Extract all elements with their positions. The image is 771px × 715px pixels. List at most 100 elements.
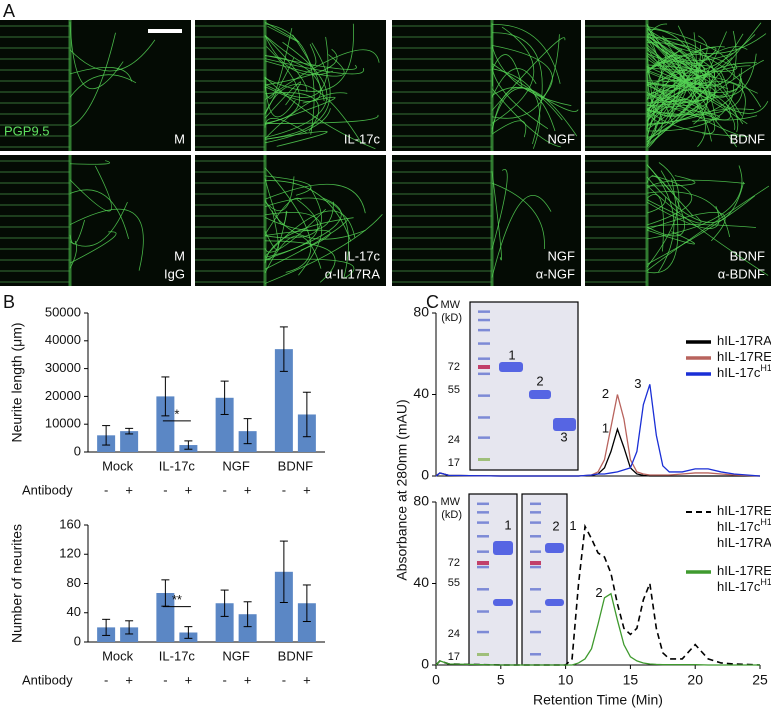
protein-band xyxy=(493,541,513,555)
gel xyxy=(521,493,568,666)
neurite xyxy=(646,23,668,38)
ladder-band xyxy=(530,588,541,591)
tile-label: BDNF xyxy=(730,248,765,263)
micrograph xyxy=(585,155,771,286)
ladder-band xyxy=(477,502,489,506)
neurite xyxy=(264,210,356,257)
neurite xyxy=(264,218,349,270)
neurite xyxy=(646,185,770,272)
antibody-sign: - xyxy=(163,482,167,497)
neurite xyxy=(646,165,743,240)
panel-label: C xyxy=(426,292,439,312)
legend-name: hIL-17RA xyxy=(717,333,771,348)
neurite xyxy=(69,231,117,264)
neurite xyxy=(264,175,312,196)
legend-name: hIL-17c xyxy=(717,365,761,380)
y-tick-label: 160 xyxy=(59,516,81,531)
ladder-band xyxy=(530,630,541,634)
x-tick-label: 5 xyxy=(497,672,505,688)
neurite xyxy=(264,199,319,258)
peak-label: 2 xyxy=(595,585,602,600)
antibody-sign: + xyxy=(244,672,252,687)
ladder-band xyxy=(478,416,490,419)
bar xyxy=(120,431,139,452)
ladder-band xyxy=(477,610,489,613)
y-tick-label: 0 xyxy=(74,443,81,458)
neurite xyxy=(69,189,129,239)
ladder-band xyxy=(478,310,490,313)
y-tick-label: 40 xyxy=(67,604,81,619)
neurite xyxy=(646,176,745,223)
peak-label: 1 xyxy=(569,518,576,533)
ladder-band xyxy=(477,588,489,591)
neurite xyxy=(646,197,666,214)
x-tick-label: 25 xyxy=(752,672,768,688)
y-tick-label: 20000 xyxy=(45,388,81,403)
ladder-band xyxy=(530,550,541,553)
neurite xyxy=(491,54,523,86)
neurite xyxy=(69,165,112,212)
legend-label: hIL-17cH19-V197 xyxy=(717,517,771,534)
neurite xyxy=(264,217,354,264)
neurite xyxy=(646,224,757,228)
antibody-sign: - xyxy=(104,482,108,497)
mw-label: MW xyxy=(440,299,460,311)
x-tick-label: 10 xyxy=(558,672,574,688)
neurite xyxy=(646,26,735,80)
ladder-band xyxy=(530,565,541,569)
chromatogram-line xyxy=(435,384,761,477)
mw-unit: (kD) xyxy=(441,509,462,521)
tile-label: α-IL17RA xyxy=(325,266,381,281)
neurite xyxy=(264,240,336,283)
neurite xyxy=(264,34,321,102)
antibody-sign: - xyxy=(222,482,226,497)
bar xyxy=(215,603,234,642)
panel-label: A xyxy=(3,1,15,21)
neurite xyxy=(264,197,342,261)
neurite xyxy=(491,68,537,98)
mw-marker-label: 24 xyxy=(448,434,460,446)
significance-label: ** xyxy=(172,592,182,607)
y-tick-label: 40 xyxy=(413,385,429,401)
tile-label: BDNF xyxy=(730,131,765,146)
neurite xyxy=(69,39,156,72)
neurite xyxy=(264,131,328,147)
stain-label: PGP9.5 xyxy=(4,123,50,138)
x-tick-label: NGF xyxy=(222,648,250,663)
micrograph xyxy=(195,155,386,286)
neurite xyxy=(646,191,731,238)
bar xyxy=(215,397,234,452)
neurite xyxy=(491,195,552,278)
x-tick-label: IL-17c xyxy=(159,648,196,663)
y-tick-label: 80 xyxy=(413,493,429,509)
mw-label: MW xyxy=(440,496,460,508)
tile-label: IgG xyxy=(164,266,185,281)
legend-name: hIL-17RE xyxy=(717,503,771,518)
bar xyxy=(156,396,175,452)
ladder-band xyxy=(530,610,541,613)
neurite xyxy=(646,24,699,65)
legend-label: hIL-17cH19-V197 xyxy=(717,577,771,594)
legend-label: hIL-17RAL33-M317 xyxy=(717,533,771,550)
neurite xyxy=(264,76,296,118)
neurite xyxy=(264,23,315,135)
peak-label: 1 xyxy=(602,421,609,436)
neurite xyxy=(491,88,561,148)
y-tick-label: 40 xyxy=(413,574,429,590)
tile-label: M xyxy=(174,131,185,146)
neurite xyxy=(264,36,329,98)
neurite xyxy=(491,87,563,133)
neurite xyxy=(646,34,756,74)
neurite xyxy=(264,49,380,100)
ladder-band xyxy=(530,502,541,506)
neurite xyxy=(646,33,762,108)
neurite xyxy=(646,39,710,103)
tile-label: NGF xyxy=(548,248,576,263)
antibody-sign: + xyxy=(185,672,193,687)
group-label: Antibody xyxy=(22,672,73,687)
neurite xyxy=(646,59,764,146)
x-tick-label: NGF xyxy=(222,458,250,473)
neurite xyxy=(491,22,494,87)
lane-label: 3 xyxy=(560,429,567,444)
